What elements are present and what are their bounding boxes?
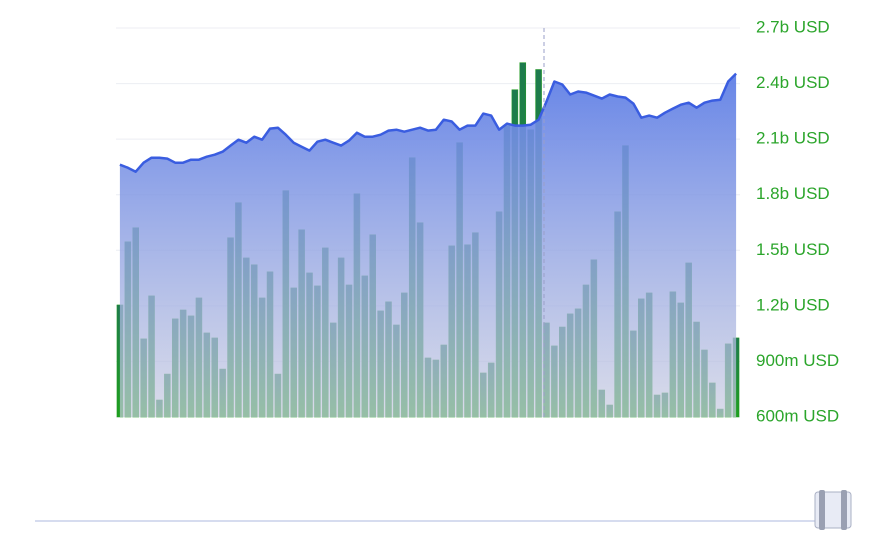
area (119, 73, 737, 417)
navigator[interactable] (35, 490, 852, 530)
navigator-handle[interactable] (819, 490, 825, 530)
y-tick-label: 1.5b USD (756, 240, 830, 259)
navigator-handle[interactable] (841, 490, 847, 530)
y-tick-label: 2.1b USD (756, 129, 830, 148)
y-tick-label: 600m USD (756, 406, 839, 425)
y-tick-label: 900m USD (756, 351, 839, 370)
y-tick-label: 2.7b USD (756, 17, 830, 36)
y-tick-label: 1.8b USD (756, 184, 830, 203)
y-tick-label: 2.4b USD (756, 73, 830, 92)
line (119, 72, 737, 173)
y-tick-label: 1.2b USD (756, 295, 830, 314)
